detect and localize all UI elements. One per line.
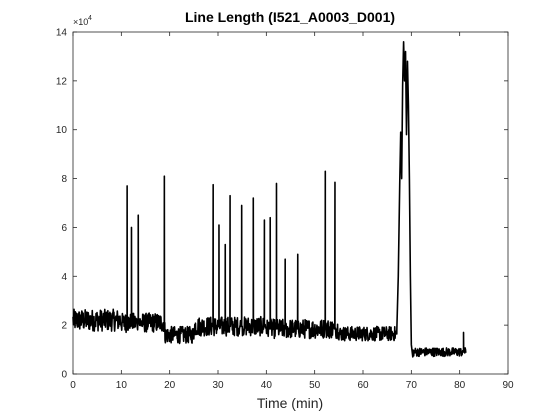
y-axis-exponent: ×10 4 (73, 15, 92, 27)
plot-frame (72, 31, 509, 375)
x-tick-label: 90 (502, 380, 514, 391)
y-tick-label: 6 (61, 223, 67, 234)
x-axis-label: Time (min) (257, 395, 323, 411)
x-tick-label: 60 (357, 380, 369, 391)
x-tick-label: 40 (261, 380, 273, 391)
x-tick-label: 10 (116, 380, 128, 391)
y-axis-exponent-power: 4 (88, 15, 92, 22)
y-tick-label: 8 (61, 174, 67, 185)
chart-title: Line Length (I521_A0003_D001) (185, 9, 395, 25)
x-tick-label: 30 (212, 380, 224, 391)
y-tick-label: 14 (56, 28, 68, 39)
y-tick-label: 12 (56, 76, 68, 87)
y-tick-label: 4 (61, 272, 67, 283)
y-tick-label: 2 (61, 321, 67, 332)
plot-axes (72, 31, 509, 375)
series-line (72, 40, 467, 358)
x-tick-label: 70 (406, 380, 418, 391)
x-tick-label: 20 (164, 380, 176, 391)
series-line-length (72, 40, 467, 358)
y-tick-label: 10 (56, 125, 68, 136)
y-tick-label: 0 (61, 370, 67, 381)
x-tick-label: 80 (454, 380, 466, 391)
y-axis-ticks: 0 2 4 6 8 10 12 14 (56, 28, 508, 381)
y-axis-exponent-base: ×10 (73, 17, 88, 27)
x-tick-label: 0 (70, 380, 76, 391)
x-axis-ticks: 0 10 20 30 40 50 60 70 80 90 (70, 32, 514, 391)
x-tick-label: 50 (309, 380, 321, 391)
